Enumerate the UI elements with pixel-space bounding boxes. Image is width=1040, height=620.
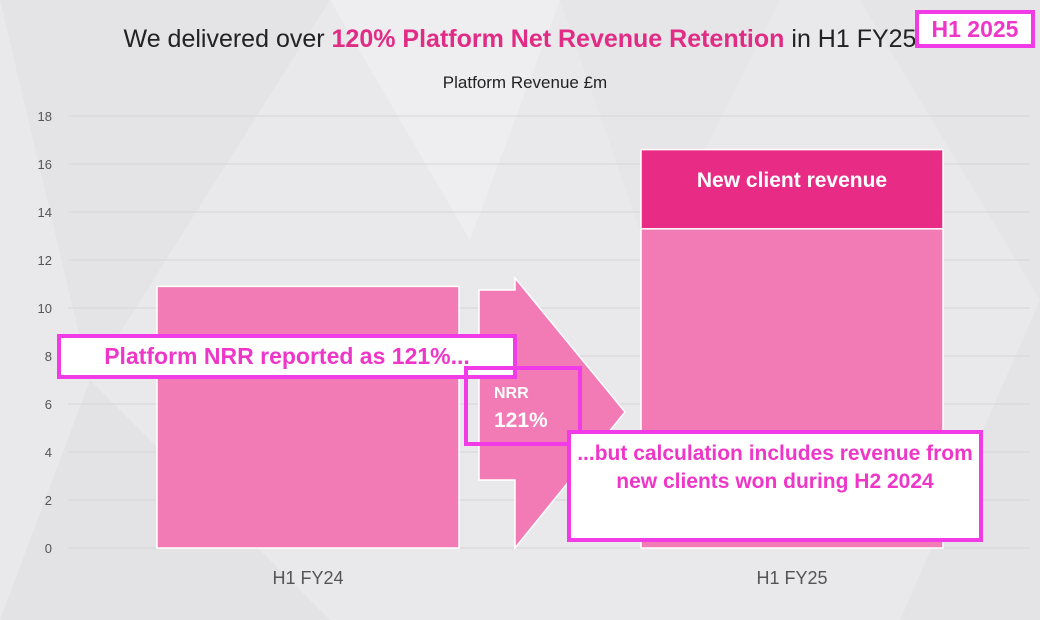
- nrr-label: NRR: [494, 385, 529, 402]
- y-tick-label: 12: [38, 253, 52, 268]
- x-tick-label: H1 FY24: [272, 568, 343, 588]
- page-title: We delivered over 120% Platform Net Reve…: [0, 25, 1040, 54]
- y-tick-label: 6: [45, 397, 52, 412]
- y-tick-label: 2: [45, 493, 52, 508]
- y-tick-label: 10: [38, 301, 52, 316]
- x-tick-label: H1 FY25: [756, 568, 827, 588]
- y-tick-label: 14: [38, 205, 52, 220]
- h1-2025-annotation: H1 2025: [915, 10, 1035, 48]
- y-tick-label: 18: [38, 109, 52, 124]
- y-tick-label: 4: [45, 445, 52, 460]
- nrr-highlight-box: [464, 366, 582, 446]
- bar-h1-fy24: [156, 285, 460, 549]
- y-tick-label: 0: [45, 541, 52, 556]
- bar-new-client-revenue: [640, 148, 944, 230]
- nrr-claim-annotation: Platform NRR reported as 121%...: [57, 334, 517, 379]
- nrr-value: 121%: [494, 409, 548, 432]
- y-tick-label: 8: [45, 349, 52, 364]
- calculation-note-annotation: ...but calculation includes revenue from…: [567, 430, 983, 542]
- title-highlight: 120% Platform Net Revenue Retention: [331, 25, 785, 53]
- y-tick-label: 16: [38, 157, 52, 172]
- chart-title: Platform Revenue £m: [442, 73, 608, 92]
- title-suffix: in H1 FY25: [784, 25, 917, 53]
- title-prefix: We delivered over: [123, 25, 332, 53]
- segment-label: New client revenue: [697, 169, 887, 192]
